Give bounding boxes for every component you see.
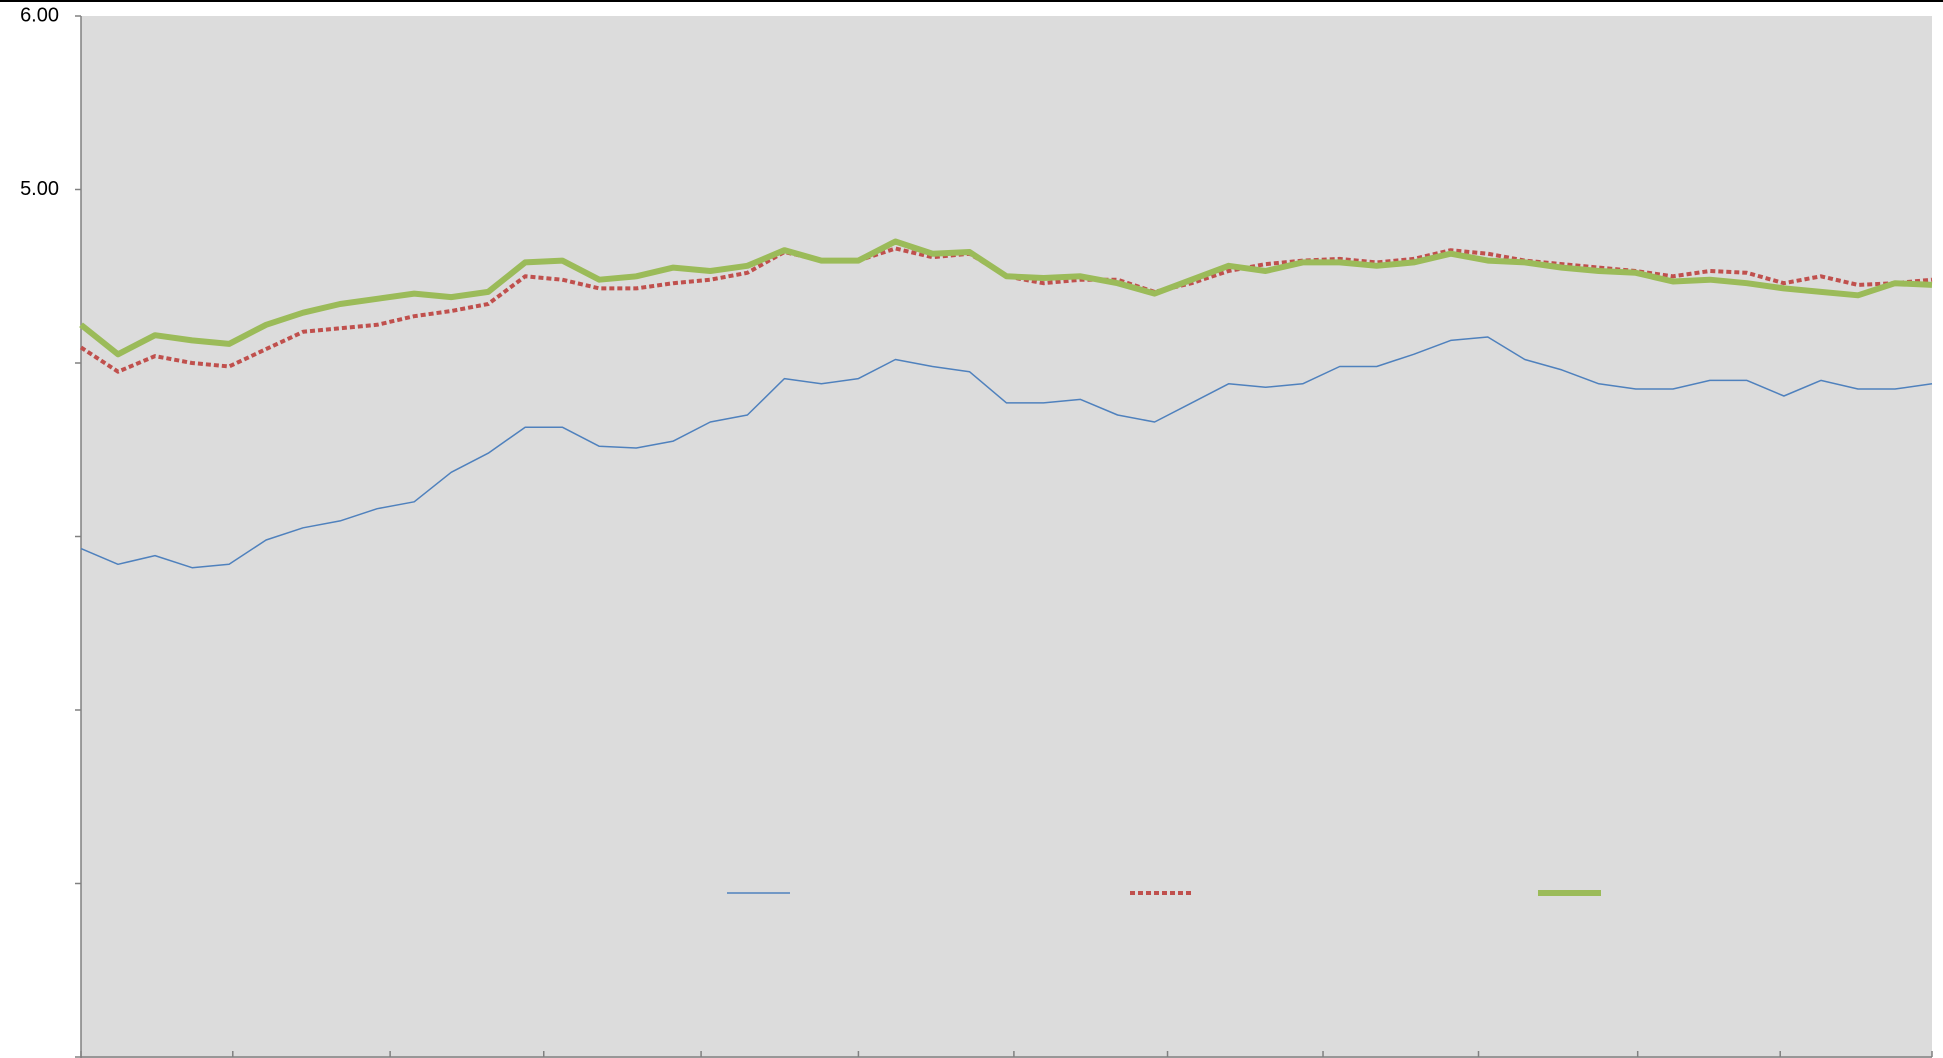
y-tick-label: 6.00 xyxy=(20,4,59,26)
series-line xyxy=(80,336,1933,569)
y-tick-label: 5.00 xyxy=(20,178,59,200)
series-line xyxy=(79,238,1933,358)
plot-area xyxy=(81,16,1932,1058)
